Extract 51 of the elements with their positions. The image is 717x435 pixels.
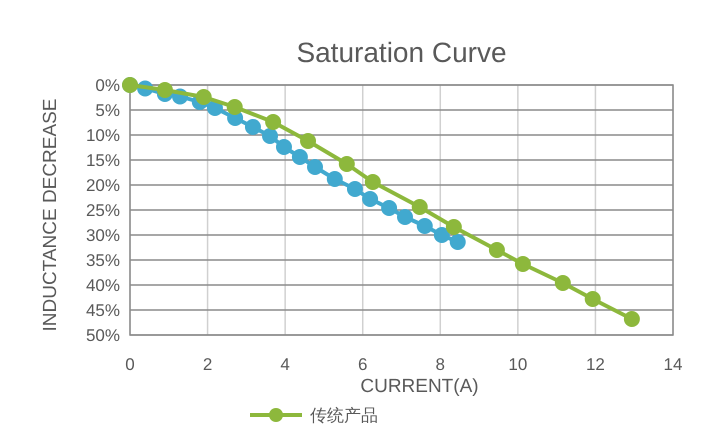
- x-tick-label: 2: [202, 355, 212, 374]
- point: [514, 256, 531, 272]
- y-tick-label: 10%: [86, 126, 120, 145]
- y-tick-label: 0%: [95, 76, 120, 95]
- y-tick-label: 20%: [86, 176, 120, 195]
- x-tick-label: 0: [125, 355, 135, 374]
- point: [338, 156, 355, 172]
- y-tick-label: 50%: [86, 326, 120, 345]
- legend: 传统产品: [250, 406, 378, 425]
- x-tick-label: 4: [280, 355, 290, 374]
- x-tick-label: 10: [508, 355, 528, 374]
- y-tick-label: 15%: [86, 151, 120, 170]
- point: [554, 275, 571, 291]
- point: [446, 219, 462, 235]
- y-tick-label: 30%: [86, 226, 120, 245]
- point: [262, 128, 278, 144]
- y-tick-label: 5%: [95, 101, 120, 120]
- x-tick-label: 6: [358, 355, 368, 374]
- point: [244, 119, 261, 135]
- point: [307, 159, 324, 175]
- point: [488, 242, 505, 258]
- point: [156, 82, 173, 98]
- point: [364, 174, 381, 190]
- point: [381, 200, 398, 216]
- x-tick-label: 14: [664, 355, 682, 374]
- point: [196, 89, 212, 105]
- point: [346, 181, 363, 197]
- legend-label: 传统产品: [310, 406, 378, 425]
- y-tick-label: 40%: [86, 276, 120, 295]
- point: [450, 234, 466, 250]
- point: [226, 99, 243, 115]
- point: [434, 227, 450, 243]
- y-tick-label: 35%: [86, 251, 120, 270]
- point: [362, 191, 378, 207]
- point: [584, 291, 601, 307]
- point: [326, 171, 343, 187]
- point: [276, 139, 292, 155]
- point: [292, 149, 308, 165]
- point: [300, 133, 316, 149]
- x-axis-title: CURRENT(A): [360, 376, 479, 397]
- y-axis-title: INDUCTANCE DECREASE: [40, 98, 61, 332]
- y-tick-label: 45%: [86, 301, 120, 320]
- point: [416, 218, 433, 234]
- point: [624, 311, 640, 327]
- point: [396, 209, 413, 225]
- chart-title: Saturation Curve: [296, 37, 507, 68]
- x-tick-label: 12: [586, 355, 605, 374]
- point: [412, 199, 428, 215]
- x-tick-label: 8: [436, 355, 446, 374]
- point: [265, 114, 282, 130]
- y-tick-label: 25%: [86, 201, 120, 220]
